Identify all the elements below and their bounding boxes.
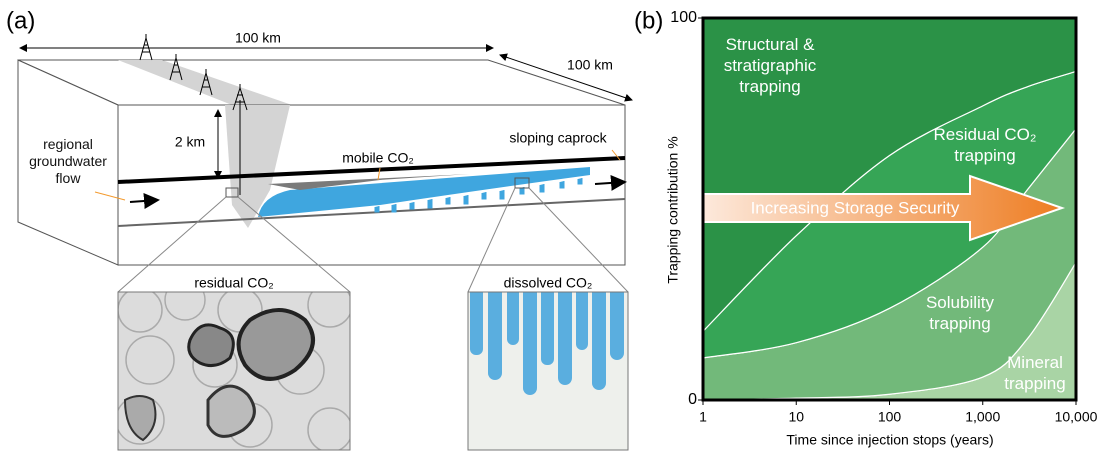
residual-label: residual CO₂ — [194, 275, 273, 291]
dissolved-label: dissolved CO₂ — [504, 275, 593, 291]
length-label: 100 km — [235, 30, 281, 46]
y-tick-label: 100 — [670, 9, 697, 26]
figure-canvas: (a) 100 km 100 km 2 km mobile CO₂ slopin… — [0, 0, 1104, 454]
panel-label: (a) — [6, 7, 35, 34]
y-tick-label: 0 — [688, 391, 697, 408]
x-axis-label: Time since injection stops (years) — [786, 432, 993, 448]
caprock-label: sloping caprock — [509, 130, 607, 146]
x-tick-label: 1 — [699, 409, 707, 425]
mobile-label: mobile CO₂ — [342, 150, 414, 166]
width-label: 100 km — [567, 57, 613, 73]
x-tick-label: 10,000 — [1055, 409, 1098, 425]
x-tick-label: 10 — [788, 409, 804, 425]
depth-label: 2 km — [175, 134, 205, 150]
panel-label: (b) — [634, 7, 663, 34]
area-label: Solubility trapping — [910, 292, 1010, 334]
dissolved-image — [468, 285, 628, 450]
groundwater-label: regional groundwater flow — [18, 136, 118, 187]
figure: (a) 100 km 100 km 2 km mobile CO₂ slopin… — [0, 0, 1104, 454]
area-label: Structural & stratigraphic trapping — [700, 34, 840, 97]
area-label: Residual CO₂ trapping — [930, 124, 1040, 166]
area-label: Mineral trapping — [990, 352, 1080, 394]
x-tick-label: 100 — [878, 409, 902, 425]
arrow-label: Increasing Storage Security — [751, 198, 960, 217]
y-axis-label: Trapping contribution % — [665, 136, 681, 283]
x-tick-label: 1,000 — [965, 409, 1000, 425]
residual-image — [116, 280, 352, 452]
